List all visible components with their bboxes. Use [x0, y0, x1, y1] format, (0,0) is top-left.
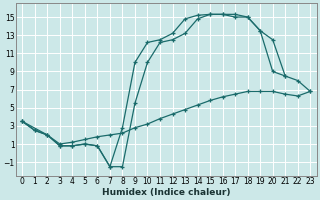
X-axis label: Humidex (Indice chaleur): Humidex (Indice chaleur) [102, 188, 230, 197]
